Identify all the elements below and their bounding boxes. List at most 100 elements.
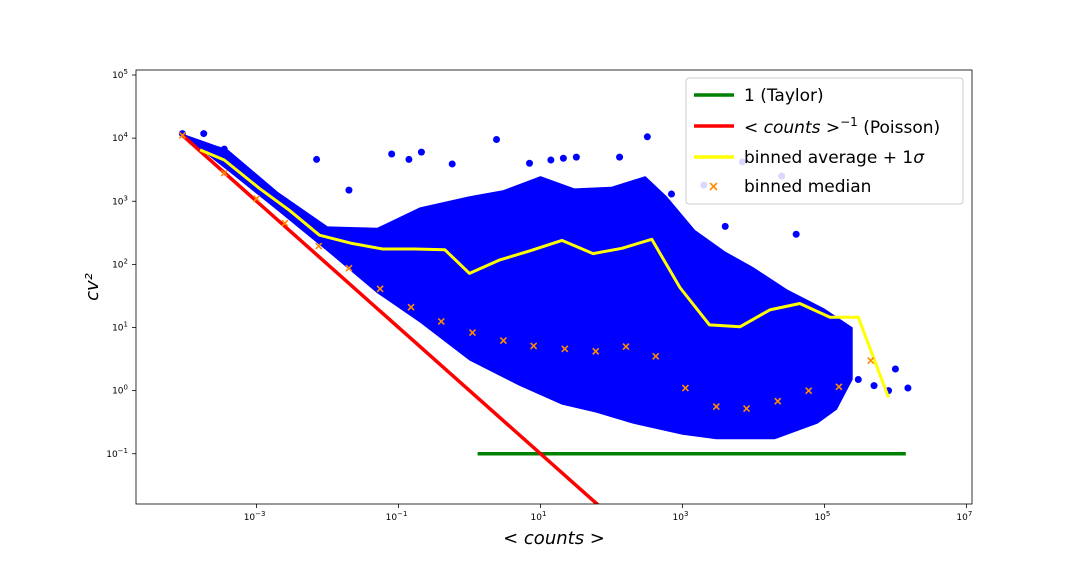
binned-median-marker [622,342,630,351]
binned-median-marker [315,242,323,250]
scatter-point [444,274,452,282]
scatter-point [771,349,779,357]
scatter-point [437,203,445,211]
scatter-point [448,160,456,168]
scatter-point [629,316,637,324]
scatter-point [345,186,353,194]
binned-median-marker [281,219,289,227]
scatter-point [904,384,912,392]
scatter-point [558,305,566,313]
scatter-point [214,146,222,154]
legend-label-binned-average: binned average + 1σ [744,148,925,168]
binned-median-marker [220,169,228,177]
y-tick-label: 10−1 [106,447,128,460]
binned-median-marker [867,356,875,365]
x-axis-ticks: 10−3 10−1 101 103 105 107 [244,504,972,523]
x-tick-label: 107 [956,510,972,523]
scatter-point [842,371,850,379]
x-tick-label: 105 [814,510,830,523]
scatter-point [220,145,228,153]
binned-median-marker [499,337,507,345]
x-tick-label: 101 [531,510,547,523]
y-tick-label: 102 [112,257,128,270]
scatter-point [466,279,474,287]
y-axis-ticks: 10−1 100 101 102 103 104 105 [106,68,136,460]
binned-median-marker [376,285,384,293]
binned-median-markers [178,131,875,413]
scatter-point [792,230,800,238]
y-tick-label: 104 [112,131,128,144]
scatter-point [601,312,609,320]
legend-label-poisson: < counts >−1 (Poisson) [744,115,940,138]
scatter-point [743,343,751,351]
binned-median-marker [774,397,782,405]
y-tick-label: 100 [112,384,128,397]
scatter-point [428,270,436,278]
legend-label-binned-average-sigma: σ [913,148,925,168]
scatter-point [684,326,692,334]
binned-median-marker [345,264,353,272]
scatter-point [313,155,321,163]
scatter-point [572,153,580,161]
binned-median-marker [468,329,477,337]
scatter-point [388,150,396,158]
binned-median-marker [835,383,843,391]
scatter-point [499,289,507,297]
binned-median-marker [437,317,445,325]
legend-swatch-binned-median [709,182,718,191]
scatter-point [643,133,651,141]
scatter-point [728,338,736,346]
binned-median-marker [407,303,415,311]
binned-average-line [199,148,890,398]
scatter-point [357,249,365,257]
binned-median-marker [178,131,186,139]
binned-median-marker [592,347,600,355]
y-tick-label: 103 [112,194,128,207]
scatter-point [526,159,534,167]
binned-average-path [199,148,890,398]
scatter-point [530,298,538,306]
scatter-point [672,324,680,332]
scatter-point [478,282,486,290]
legend-label-poisson-suffix: (Poisson) [858,118,940,138]
scatter-point [870,382,878,390]
scatter-point [667,190,675,198]
scatter-point [657,321,665,329]
legend-label-poisson-math: < counts > [744,118,840,138]
legend-box [685,77,964,205]
x-tick-label: 10−1 [386,510,408,523]
scatter-point [329,239,337,247]
poisson-line [181,133,600,504]
x-tick-label: 103 [673,510,689,523]
scatter-point [570,307,578,315]
scatter-point [407,263,415,271]
scatter-point [755,345,763,353]
scatter-point [373,253,381,261]
scatter-point [826,368,834,376]
scatter-point [579,207,587,215]
scatter-point [891,365,899,373]
scatter-point [487,285,495,293]
scatter-point [799,357,807,365]
scatter-point [616,153,624,161]
scatter-point [493,136,501,144]
scatter-point [508,192,516,200]
scatter-point [700,330,708,338]
y-axis-label: cv² [82,273,103,301]
legend: 1 (Taylor) < counts >−1 (Poisson) binned… [685,77,964,205]
scatter-cloud [178,130,912,504]
poisson-segment [181,133,600,504]
binned-median-marker [253,195,261,203]
scatter-point [515,293,523,301]
scatter-point [388,258,396,266]
x-tick-label: 10−3 [244,510,266,523]
scatter-point [405,155,413,163]
scatter-point [586,311,594,319]
scatter-cloud-region [182,133,853,440]
binned-median-marker [681,384,689,392]
scatter-point [783,352,791,360]
scatter-point [814,362,822,370]
scatter-point [542,302,550,310]
binned-median-marker [561,345,569,353]
